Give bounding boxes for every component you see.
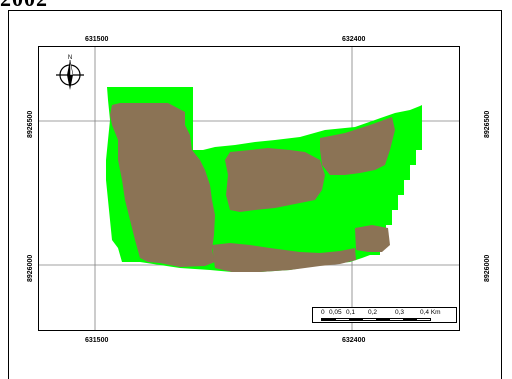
tick-label-top-1: 631500	[85, 36, 109, 43]
bare-soil-area-southeast	[355, 225, 390, 252]
scale-label: 0,1	[346, 309, 356, 316]
tick-label-right-2: 8926000	[484, 254, 491, 282]
bare-soil-area-center	[225, 148, 325, 212]
bare-soil-area-east	[320, 117, 395, 175]
tick-label-bottom-2: 632400	[342, 337, 366, 344]
scale-label: 0,05	[329, 309, 342, 316]
map-canvas	[38, 46, 460, 331]
north-label: N	[68, 55, 72, 61]
tick-label-top-2: 632400	[342, 36, 366, 43]
tick-label-right-1: 8926500	[484, 110, 491, 138]
page-title-fragment: 2002	[0, 0, 48, 12]
scale-track	[321, 318, 431, 321]
outer-frame	[8, 10, 502, 379]
tick-label-left-1: 8926500	[27, 110, 34, 138]
north-arrow-icon: N	[56, 55, 84, 90]
tick-label-left-2: 8926000	[27, 254, 34, 282]
tick-label-bottom-1: 631500	[85, 337, 109, 344]
scale-label: 0,2	[368, 309, 378, 316]
scale-bar: 0 0,05 0,1 0,2 0,3 0,4 Km	[312, 307, 457, 323]
bare-soil-area-south	[212, 243, 356, 272]
scale-label: 0,4 Km	[420, 309, 441, 316]
bare-soil-area-west	[110, 103, 215, 267]
scale-label: 0,3	[395, 309, 405, 316]
scale-label: 0	[321, 309, 325, 316]
map-frame	[38, 46, 460, 331]
